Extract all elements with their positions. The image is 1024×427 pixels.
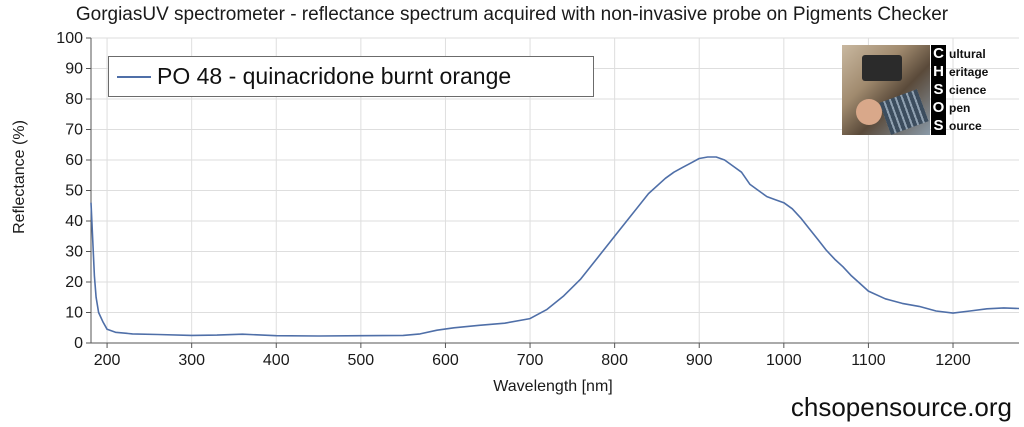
chart-title: GorgiasUV spectrometer - reflectance spe… [75, 4, 949, 25]
y-tick-label: 70 [65, 122, 83, 139]
legend-swatch [117, 76, 151, 78]
x-tick-label: 300 [178, 352, 205, 369]
y-tick-label: 90 [65, 61, 83, 78]
chsos-logo: C H S O S ultural eritage cience pen our… [842, 45, 1002, 135]
website-url: chsopensource.org [790, 392, 1012, 422]
y-tick-label: 30 [65, 244, 83, 261]
series-layer [90, 156, 1020, 337]
x-tick-label: 1100 [851, 352, 886, 369]
y-tick-label: 60 [65, 152, 83, 169]
x-tick-label: 1200 [935, 352, 971, 369]
logo-word: ultural [949, 47, 986, 61]
x-tick-label: 600 [432, 352, 459, 369]
y-tick-label: 10 [65, 305, 83, 322]
legend-label: PO 48 - quinacridone burnt orange [157, 63, 512, 89]
x-tick-label: 700 [517, 352, 544, 369]
series-line-po48 [90, 156, 1020, 337]
x-tick-label: 800 [601, 352, 628, 369]
x-axis-label: Wavelength [nm] [493, 378, 613, 395]
logo-letter: S [933, 117, 944, 134]
legend: PO 48 - quinacridone burnt orange [108, 56, 594, 97]
x-tick-label: 200 [94, 352, 121, 369]
y-tick-label: 0 [74, 335, 83, 352]
logo-letter: O [932, 99, 945, 116]
axes [86, 37, 1019, 348]
x-tick-label: 1000 [766, 352, 802, 369]
x-tick-label: 400 [263, 352, 290, 369]
logo-word: ource [949, 119, 982, 133]
logo-letter: C [933, 45, 944, 62]
x-tick-label: 500 [348, 352, 375, 369]
logo-word: cience [949, 83, 987, 97]
logo-word: pen [949, 101, 971, 115]
logo-letter-column: C H S O S [931, 45, 946, 135]
logo-letter: S [933, 81, 944, 98]
x-tick-label: 900 [686, 352, 713, 369]
logo-photo [842, 45, 930, 135]
y-axis-label: Reflectance (%) [11, 120, 28, 234]
tick-labels: 200 300 400 500 600 700 800 900 1000 1100 1200 0 10 2… [56, 30, 971, 369]
logo-letter: H [933, 63, 944, 80]
y-tick-label: 100 [56, 30, 83, 47]
y-tick-label: 40 [65, 213, 83, 230]
y-tick-label: 80 [65, 91, 83, 108]
y-tick-label: 50 [65, 183, 83, 200]
y-tick-label: 20 [65, 274, 83, 291]
logo-word: eritage [949, 65, 989, 79]
